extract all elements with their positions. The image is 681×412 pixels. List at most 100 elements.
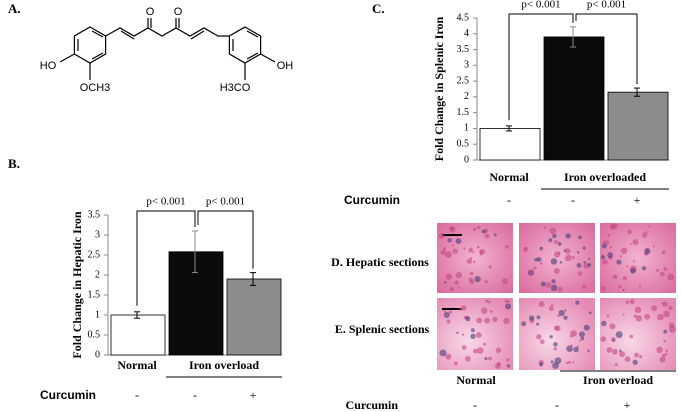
cell bbox=[469, 279, 475, 285]
bar bbox=[168, 251, 224, 356]
bar bbox=[226, 278, 282, 356]
treatment-sign: + bbox=[634, 193, 641, 207]
cell bbox=[552, 233, 557, 239]
cell bbox=[466, 258, 473, 264]
group-label: Iron overloaded bbox=[564, 170, 646, 184]
error-bar bbox=[250, 272, 256, 286]
cell bbox=[521, 321, 527, 327]
cell bbox=[633, 314, 637, 318]
cell bbox=[502, 278, 508, 284]
cell bbox=[668, 305, 673, 311]
cell bbox=[496, 361, 501, 366]
cell bbox=[504, 299, 509, 303]
cell bbox=[445, 251, 452, 258]
cell bbox=[641, 232, 648, 238]
cell bbox=[652, 245, 655, 248]
cell bbox=[651, 305, 658, 312]
cell bbox=[507, 300, 510, 303]
cell bbox=[454, 280, 459, 285]
panel-label: C. bbox=[372, 1, 385, 16]
cell bbox=[487, 300, 491, 304]
treatment-sign: - bbox=[555, 398, 559, 412]
cell bbox=[545, 282, 552, 288]
cell bbox=[582, 246, 586, 250]
column-label: Normal bbox=[456, 373, 496, 387]
cell bbox=[548, 306, 554, 312]
cell bbox=[644, 313, 651, 320]
cell bbox=[440, 249, 447, 256]
cell bbox=[472, 348, 478, 354]
cell bbox=[588, 257, 591, 261]
cell bbox=[495, 347, 502, 354]
cell bbox=[629, 243, 632, 246]
cell bbox=[579, 339, 582, 342]
cell bbox=[604, 240, 610, 245]
bracket bbox=[136, 210, 196, 306]
cell bbox=[558, 309, 565, 317]
cell bbox=[553, 251, 561, 258]
cell bbox=[602, 259, 608, 265]
cell bbox=[461, 333, 465, 336]
cell bbox=[606, 314, 610, 318]
cell bbox=[625, 265, 629, 268]
y-tick-label: 2.5 bbox=[88, 249, 101, 260]
cell bbox=[550, 304, 554, 307]
cell bbox=[572, 361, 575, 364]
cell bbox=[528, 269, 534, 275]
cell bbox=[575, 300, 580, 305]
row-label: E. Splenic sections bbox=[335, 322, 430, 336]
p-value: p< 0.001 bbox=[206, 196, 245, 208]
y-axis-label: Fold Change in Splenic Iron bbox=[432, 16, 446, 161]
cell bbox=[464, 355, 471, 362]
cell bbox=[477, 347, 484, 354]
cell bbox=[554, 357, 562, 365]
cell bbox=[536, 334, 542, 340]
cell bbox=[663, 310, 670, 318]
y-tick-label: 3 bbox=[95, 229, 100, 240]
cell bbox=[454, 361, 458, 366]
cell bbox=[622, 313, 625, 316]
cell bbox=[554, 325, 559, 331]
y-tick-label: 3.5 bbox=[457, 44, 470, 55]
cell bbox=[612, 274, 618, 280]
cell bbox=[448, 310, 453, 314]
error-bar bbox=[192, 230, 198, 274]
cell bbox=[607, 233, 611, 237]
cell bbox=[566, 345, 573, 352]
cell bbox=[635, 315, 643, 322]
cell bbox=[472, 251, 475, 254]
cell bbox=[451, 244, 455, 247]
cell bbox=[461, 305, 467, 311]
treatment-sign: - bbox=[571, 193, 575, 207]
cell bbox=[563, 315, 568, 320]
cell bbox=[601, 243, 607, 249]
cell bbox=[450, 227, 454, 230]
cell bbox=[489, 310, 493, 313]
cell bbox=[528, 315, 535, 321]
p-value: p< 0.001 bbox=[521, 0, 560, 11]
cell bbox=[455, 238, 462, 245]
cell bbox=[465, 316, 471, 322]
cell bbox=[549, 335, 553, 339]
cell bbox=[539, 246, 544, 251]
cell bbox=[662, 301, 668, 307]
cell bbox=[485, 299, 489, 303]
y-tick-label: 2 bbox=[95, 269, 100, 280]
cell bbox=[476, 245, 480, 249]
cell bbox=[523, 246, 528, 251]
cell bbox=[641, 266, 647, 271]
cell bbox=[557, 314, 560, 318]
bar bbox=[110, 314, 166, 356]
cell bbox=[622, 288, 625, 291]
cell bbox=[445, 353, 452, 360]
cell bbox=[627, 229, 632, 235]
cell bbox=[644, 248, 651, 255]
cell bbox=[506, 364, 511, 368]
cell bbox=[578, 235, 582, 240]
cell bbox=[457, 286, 460, 289]
treatment-label: Curcumin bbox=[40, 388, 96, 402]
cell bbox=[553, 240, 558, 245]
cell bbox=[505, 303, 512, 310]
cell bbox=[551, 279, 556, 284]
cell bbox=[484, 317, 491, 324]
